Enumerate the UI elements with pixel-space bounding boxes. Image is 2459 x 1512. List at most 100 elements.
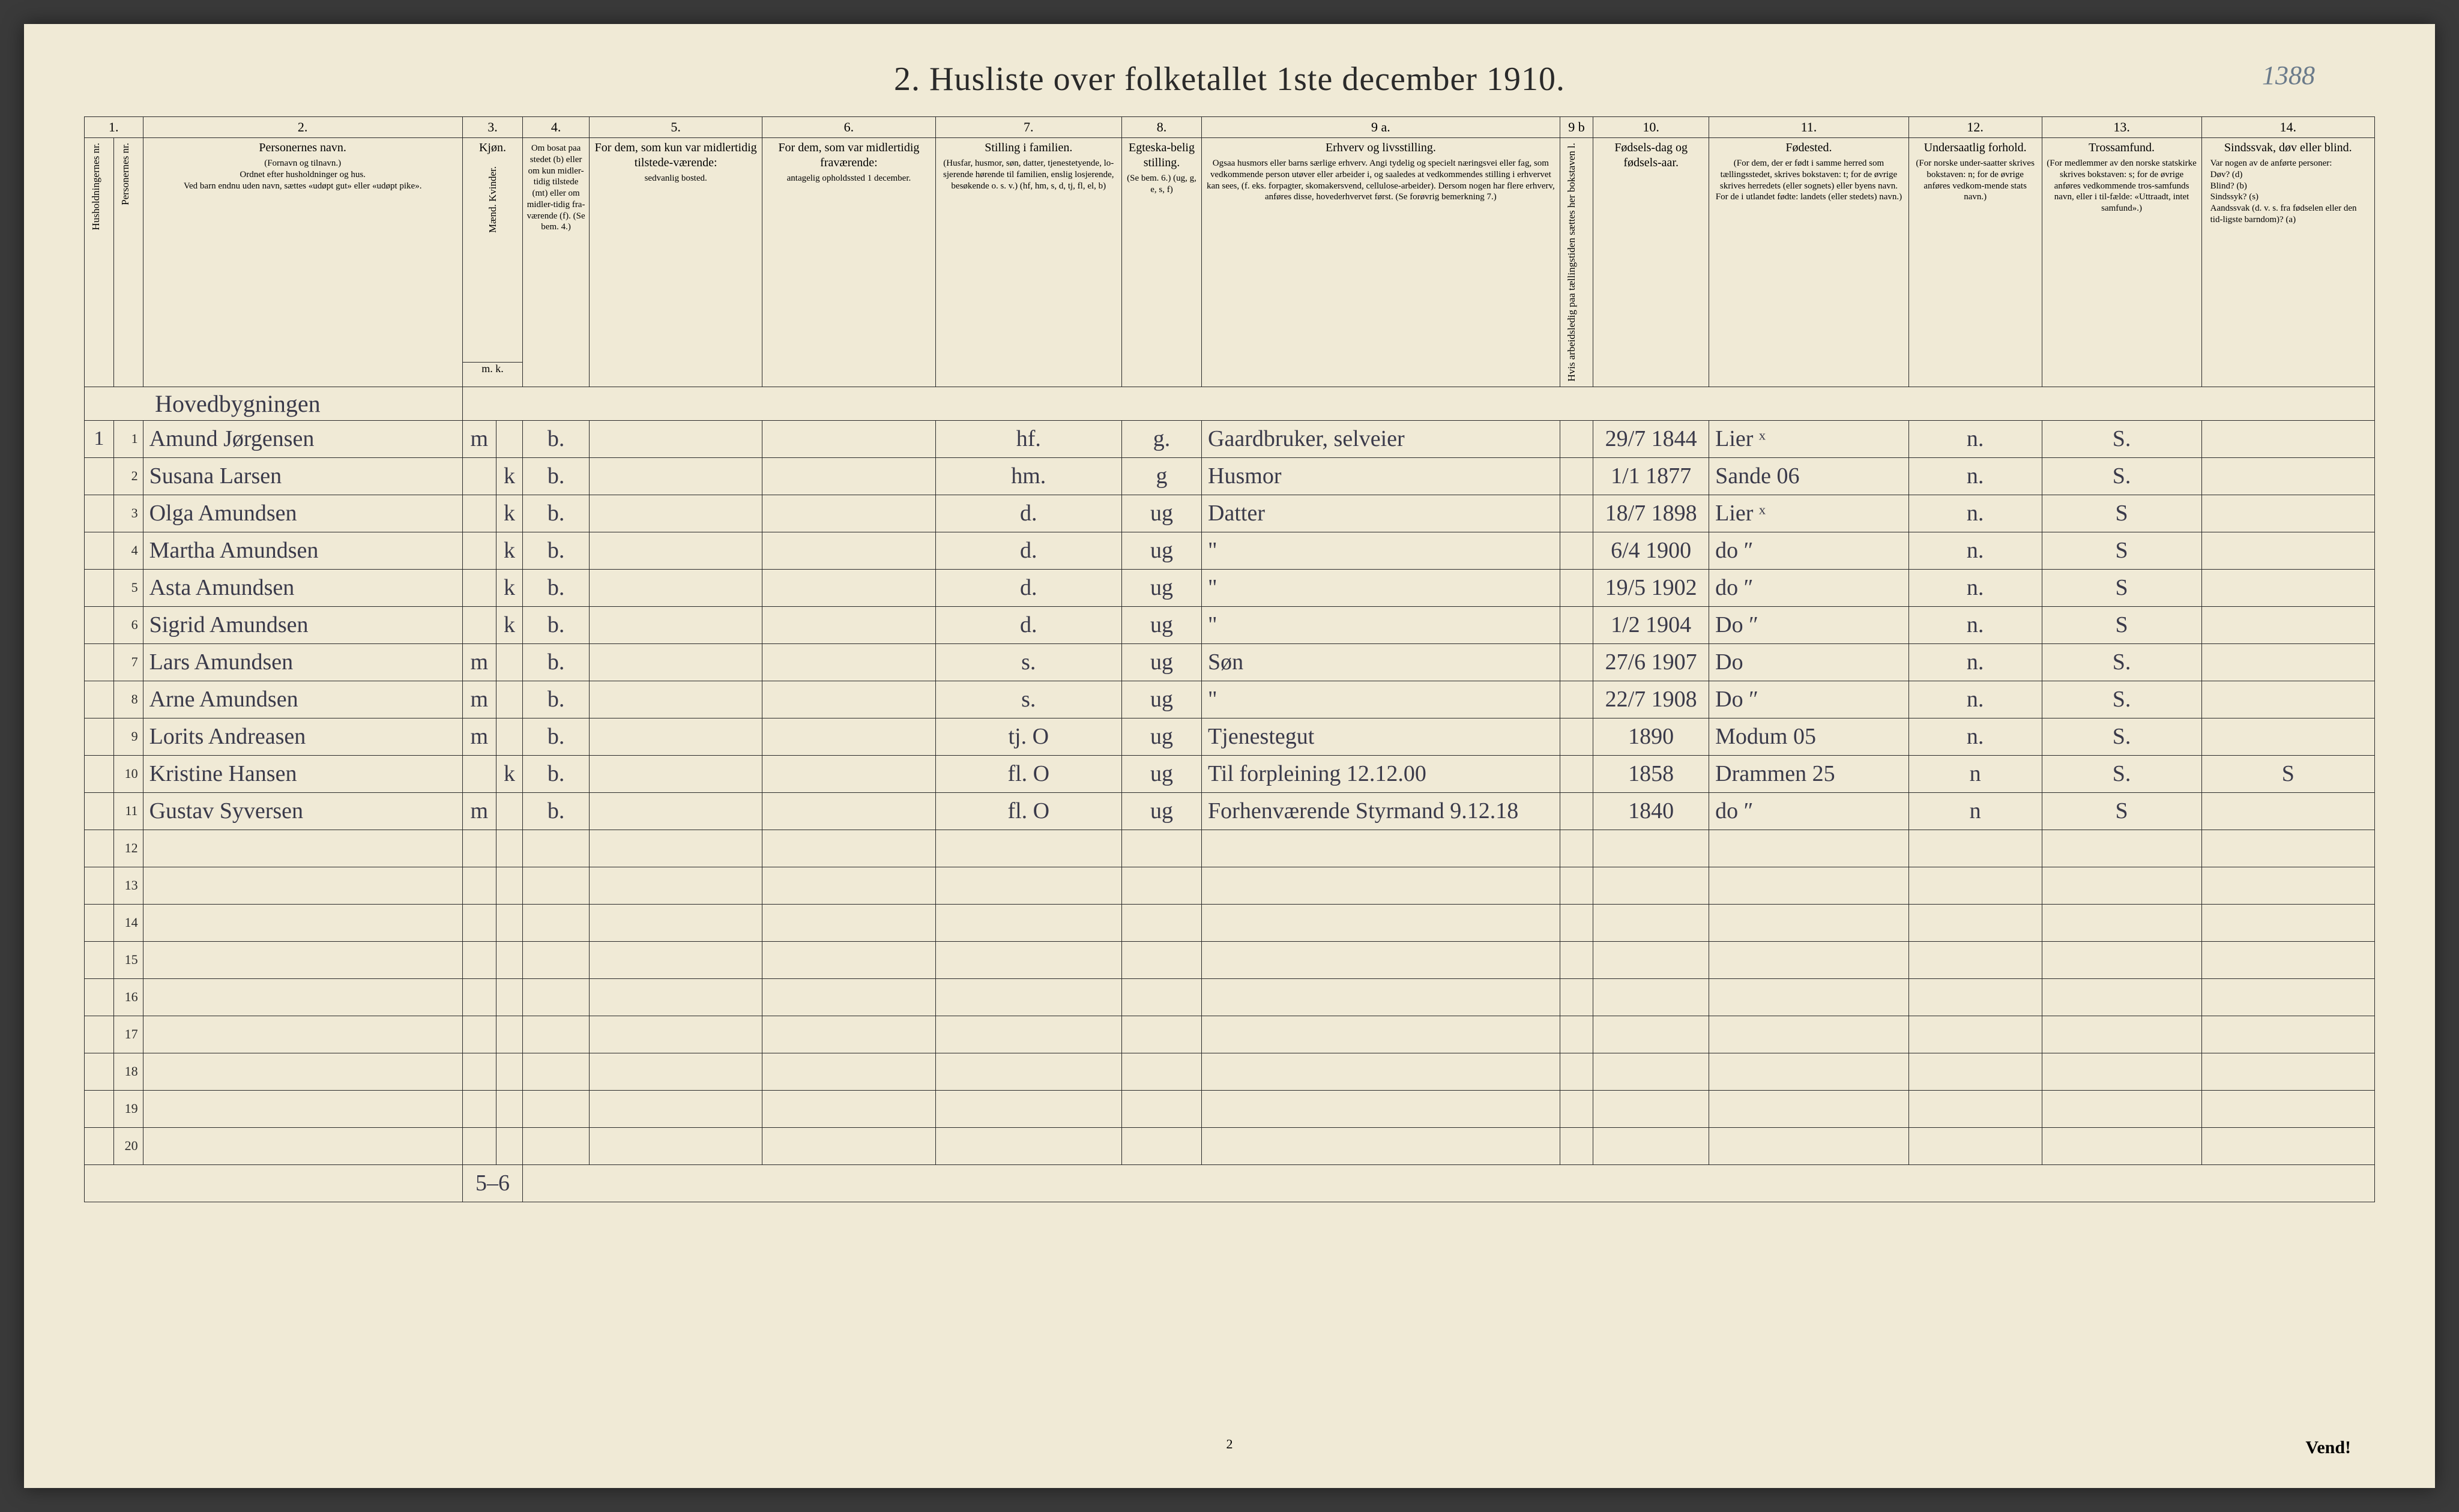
cell-temp-present — [590, 681, 762, 718]
cell-occupation: Tjenestegut — [1202, 718, 1560, 755]
column-number-row: 1. 2. 3. 4. 5. 6. 7. 8. 9 a. 9 b 10. 11.… — [85, 117, 2375, 138]
colnum-12: 12. — [1908, 117, 2042, 138]
cell-temp-present — [590, 495, 762, 532]
table-row: 8Arne Amundsenmb.s.ug"22/7 1908Do ʺn.S. — [85, 681, 2375, 718]
cell-disability — [2201, 792, 2374, 830]
cell-sex-m — [462, 569, 496, 606]
table-row: 9Lorits Andreasenmb.tj. OugTjenestegut18… — [85, 718, 2375, 755]
cell-person-nr: 2 — [113, 457, 143, 495]
cell-marital: ug — [1122, 718, 1202, 755]
cell-person-nr: 5 — [113, 569, 143, 606]
cell-marital: ug — [1122, 792, 1202, 830]
header-unemployed: Hvis arbeidsledig paa tællingstiden sætt… — [1560, 138, 1593, 387]
cell-sex-m — [462, 532, 496, 569]
cell-religion: S. — [2042, 681, 2201, 718]
colnum-11: 11. — [1709, 117, 1909, 138]
colnum-1: 1. — [85, 117, 143, 138]
cell-religion: S — [2042, 532, 2201, 569]
cell-marital: ug — [1122, 681, 1202, 718]
cell-person-nr: 20 — [113, 1127, 143, 1164]
cell-sex-k: k — [496, 755, 522, 792]
cell-occupation: Søn — [1202, 643, 1560, 681]
cell-sex-k — [496, 792, 522, 830]
cell-birthplace: Do ʺ — [1709, 681, 1909, 718]
cell-sex-m: m — [462, 792, 496, 830]
cell-unemployed — [1560, 755, 1593, 792]
cell-occupation: Datter — [1202, 495, 1560, 532]
cell-occupation: " — [1202, 532, 1560, 569]
cell-residence: b. — [523, 532, 590, 569]
cell-marital: ug — [1122, 755, 1202, 792]
cell-sex-k: k — [496, 606, 522, 643]
cell-religion: S — [2042, 606, 2201, 643]
cell-household-nr — [85, 978, 114, 1016]
cell-religion: S. — [2042, 457, 2201, 495]
colnum-5: 5. — [590, 117, 762, 138]
table-row: 11Amund Jørgensenmb.hf.g.Gaardbruker, se… — [85, 420, 2375, 457]
cell-birthplace: Do ʺ — [1709, 606, 1909, 643]
cell-sex-m: m — [462, 643, 496, 681]
cell-nationality: n — [1908, 792, 2042, 830]
table-row: 2Susana Larsenkb.hm.gHusmor1/1 1877Sande… — [85, 457, 2375, 495]
cell-person-nr: 15 — [113, 941, 143, 978]
header-name: Personernes navn. (Fornavn og tilnavn.) … — [143, 138, 462, 387]
cell-unemployed — [1560, 681, 1593, 718]
header-nationality: Undersaatlig forhold.(For norske under-s… — [1908, 138, 2042, 387]
cell-occupation: Husmor — [1202, 457, 1560, 495]
cell-religion: S — [2042, 495, 2201, 532]
table-row: 4Martha Amundsenkb.d.ug"6/4 1900do ʺn.S — [85, 532, 2375, 569]
cell-religion: S — [2042, 569, 2201, 606]
cell-sex-k: k — [496, 457, 522, 495]
cell-unemployed — [1560, 457, 1593, 495]
cell-residence: b. — [523, 457, 590, 495]
cell-religion: S. — [2042, 718, 2201, 755]
header-birthdate: Fødsels-dag og fødsels-aar. — [1593, 138, 1709, 387]
cell-person-nr: 17 — [113, 1016, 143, 1053]
cell-birthdate: 6/4 1900 — [1593, 532, 1709, 569]
cell-birthdate: 1/2 1904 — [1593, 606, 1709, 643]
cell-disability — [2201, 681, 2374, 718]
cell-unemployed — [1560, 532, 1593, 569]
cell-birthplace: do ʺ — [1709, 792, 1909, 830]
cell-household-nr — [85, 569, 114, 606]
colnum-14: 14. — [2201, 117, 2374, 138]
table-row-empty: 18 — [85, 1053, 2375, 1090]
cell-unemployed — [1560, 718, 1593, 755]
cell-residence: b. — [523, 569, 590, 606]
cell-sex-k — [496, 681, 522, 718]
table-row-empty: 13 — [85, 867, 2375, 904]
colnum-6: 6. — [762, 117, 935, 138]
cell-nationality: n. — [1908, 643, 2042, 681]
cell-disability — [2201, 643, 2374, 681]
cell-household-nr — [85, 718, 114, 755]
cell-temp-present — [590, 606, 762, 643]
header-marital: Egteska-belig stilling.(Se bem. 6.) (ug,… — [1122, 138, 1202, 387]
cell-marital: ug — [1122, 532, 1202, 569]
census-page: 1388 2. Husliste over folketallet 1ste d… — [24, 24, 2435, 1488]
cell-nationality: n. — [1908, 718, 2042, 755]
footer-vend: Vend! — [2305, 1438, 2351, 1458]
cell-sex-m — [462, 755, 496, 792]
header-household-nr: Husholdningernes nr. — [85, 138, 114, 387]
cell-unemployed — [1560, 606, 1593, 643]
header-residence: Om bosat paa stedet (b) eller om kun mid… — [523, 138, 590, 387]
cell-birthdate: 18/7 1898 — [1593, 495, 1709, 532]
cell-person-nr: 6 — [113, 606, 143, 643]
cell-birthplace: Lier ˣ — [1709, 420, 1909, 457]
cell-occupation: Til forpleining 12.12.00 — [1202, 755, 1560, 792]
page-number-annotation: 1388 — [2262, 60, 2315, 91]
cell-birthdate: 19/5 1902 — [1593, 569, 1709, 606]
cell-temp-present — [590, 755, 762, 792]
header-sex: Kjøn. Mænd. Kvinder. — [462, 138, 522, 363]
colnum-3: 3. — [462, 117, 522, 138]
cell-residence: b. — [523, 606, 590, 643]
cell-disability — [2201, 532, 2374, 569]
cell-disability — [2201, 718, 2374, 755]
cell-marital: g. — [1122, 420, 1202, 457]
cell-sex-m: m — [462, 420, 496, 457]
cell-family-position: d. — [935, 495, 1121, 532]
cell-household-nr — [85, 606, 114, 643]
cell-nationality: n. — [1908, 457, 2042, 495]
cell-marital: g — [1122, 457, 1202, 495]
table-row: 6Sigrid Amundsenkb.d.ug"1/2 1904Do ʺn.S — [85, 606, 2375, 643]
